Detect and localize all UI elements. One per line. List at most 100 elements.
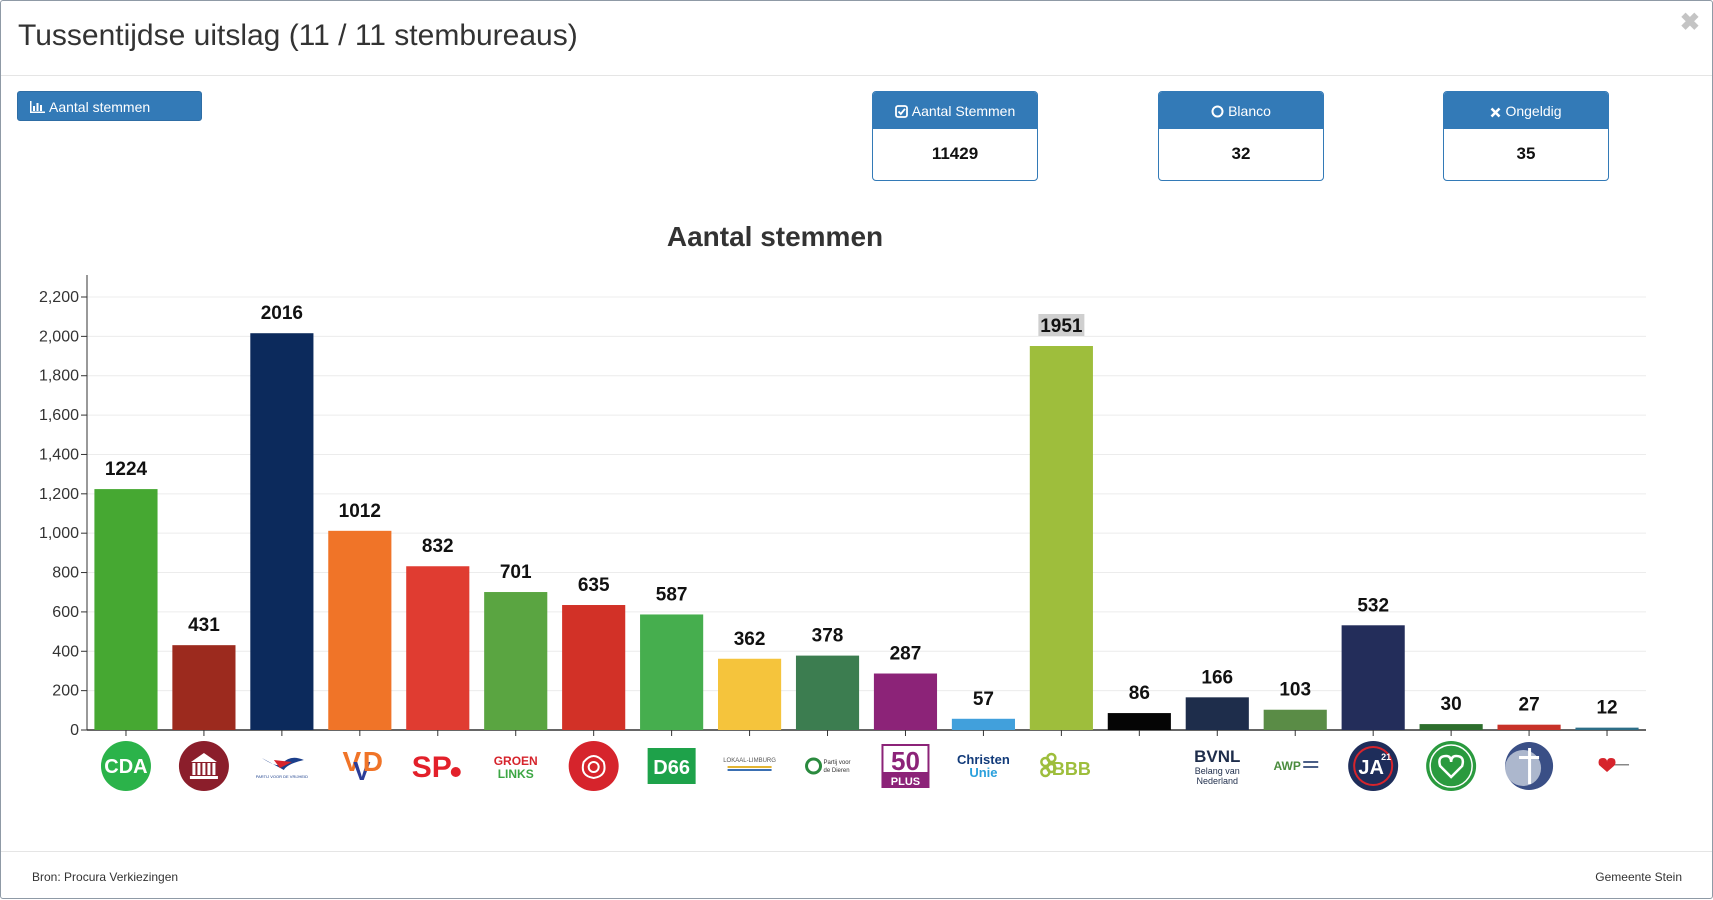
bar[interactable]: [250, 333, 314, 730]
y-tick-label: 2,200: [39, 289, 79, 306]
logo-text: GROEN: [494, 754, 538, 768]
modal-header: Tussentijdse uitslag (11 / 11 stembureau…: [1, 1, 1712, 76]
bar[interactable]: [1185, 697, 1249, 730]
check-square-icon: [894, 105, 908, 118]
logo-text: 21: [1381, 752, 1391, 762]
stat-box-ongeldig: Ongeldig 35: [1443, 91, 1609, 181]
bar-value-label: 362: [734, 629, 766, 650]
circle-icon: [1211, 105, 1224, 118]
stat-box-blanco: Blanco 32: [1158, 91, 1324, 181]
bar[interactable]: [1263, 709, 1327, 730]
stat-value: 11429: [931, 144, 979, 163]
bars: [94, 333, 1639, 730]
bar[interactable]: [328, 530, 392, 730]
bar[interactable]: [172, 645, 236, 730]
y-tick-label: 800: [52, 565, 79, 582]
bar-value-label: 635: [578, 575, 610, 596]
y-tick-label: 1,000: [39, 525, 79, 542]
d66-logo: D66: [647, 748, 696, 784]
logo-text: Unie: [969, 765, 997, 780]
page-title: Tussentijdse uitslag (11 / 11 stembureau…: [18, 19, 578, 52]
stat-value: 35: [1516, 144, 1536, 163]
bar-value-label: 103: [1279, 680, 1311, 701]
vvd-logo: VVD: [342, 746, 382, 786]
bar-value-label: 86: [1129, 683, 1150, 704]
y-tick-label: 0: [70, 722, 79, 739]
logo-text: PLUS: [891, 776, 920, 788]
logo-text: V: [353, 756, 371, 786]
bar-value-label: 1224: [105, 459, 148, 480]
logo-text: D66: [653, 757, 690, 779]
bar[interactable]: [1575, 727, 1639, 730]
logo-text: BBB: [1052, 759, 1091, 779]
logo-text: D: [363, 746, 383, 777]
bar-value-label: 832: [422, 536, 454, 557]
y-tick-label: 200: [52, 683, 79, 700]
bar-labels: 1224 431 2016 1012 832 701 635 587 362 378 287 57 19…: [105, 303, 1618, 718]
logo-text: Nederland: [1197, 776, 1239, 786]
bar-value-label: 30: [1441, 694, 1462, 715]
stat-label: Aantal Stemmen: [911, 103, 1016, 119]
bar-value-label: 532: [1357, 595, 1389, 616]
partij-18-logo: [1426, 741, 1477, 791]
y-tick-label: 2,000: [39, 328, 79, 345]
stat-header: Ongeldig: [1444, 92, 1608, 129]
chart-title: Aantal stemmen: [667, 221, 883, 252]
x-icon: [1491, 107, 1501, 118]
bar[interactable]: [640, 614, 704, 730]
stat-box-aantal-stemmen: Aantal Stemmen 11429: [872, 91, 1038, 181]
close-icon[interactable]: ✖: [1679, 9, 1700, 36]
y-tick-label: 1,400: [39, 446, 79, 463]
bar-chart-icon: [30, 101, 45, 113]
pvv-logo: PARTIJ VOOR DE VRIJHEID: [256, 757, 308, 779]
label-highlight: [1038, 314, 1085, 337]
bar[interactable]: [718, 658, 782, 730]
bar[interactable]: [795, 655, 860, 730]
bar-value-label: 1951: [1040, 316, 1083, 337]
bar[interactable]: [94, 489, 158, 730]
bar-value-label: 431: [188, 615, 220, 636]
bar-chart: Aantal stemmen 0 200 400 600 800 1,000 1,200 1,…: [39, 221, 1646, 791]
lokaal-limburg-logo: LOKAAL-LIMBURG: [723, 758, 776, 771]
bar-value-label: 287: [890, 644, 922, 665]
partij-19-logo: [1505, 742, 1554, 790]
chart-tab-label: Aantal stemmen: [49, 99, 151, 115]
bar[interactable]: [406, 566, 470, 730]
party-logos: CDA PARTIJ VOOR DE VRIJHEID VVD SP GROENLINK…: [100, 741, 1630, 791]
pvda-logo: [568, 741, 619, 791]
bar[interactable]: [873, 673, 938, 730]
bar-value-label: 27: [1519, 695, 1540, 716]
y-axis: 0 200 400 600 800 1,000 1,200 1,400 1,600 1,800 2,…: [39, 275, 1646, 739]
bar[interactable]: [1497, 724, 1561, 730]
bar-value-label: 166: [1201, 667, 1233, 688]
logo-text: LINKS: [498, 767, 534, 781]
chart-tab-button[interactable]: Aantal stemmen: [17, 91, 202, 121]
bar[interactable]: [1107, 713, 1171, 730]
source-text: Bron: Procura Verkiezingen: [32, 870, 179, 884]
bar[interactable]: [1029, 346, 1093, 730]
awp-logo: AWP: [1274, 759, 1319, 773]
bar[interactable]: [951, 718, 1015, 730]
logo-text: V: [342, 746, 361, 777]
logo-text: Belang van: [1195, 766, 1240, 776]
bar[interactable]: [562, 605, 626, 730]
bar-value-label: 12: [1596, 698, 1617, 719]
bar-value-label: 1012: [339, 501, 381, 522]
logo-text: BVNL: [1194, 747, 1240, 766]
bar[interactable]: [484, 592, 548, 730]
bbb-logo: BBB: [1040, 752, 1091, 779]
stat-label: Ongeldig: [1505, 103, 1562, 119]
sp-logo: SP: [412, 751, 461, 784]
logo-text: PARTIJ VOOR DE VRIJHEID: [256, 774, 308, 779]
bar[interactable]: [1341, 625, 1405, 730]
bar[interactable]: [1419, 724, 1483, 730]
y-tick-label: 600: [52, 604, 79, 621]
bar-value-label: 57: [973, 689, 994, 710]
logo-text: JA: [1358, 757, 1384, 779]
logo-text: de Dieren: [824, 768, 850, 774]
